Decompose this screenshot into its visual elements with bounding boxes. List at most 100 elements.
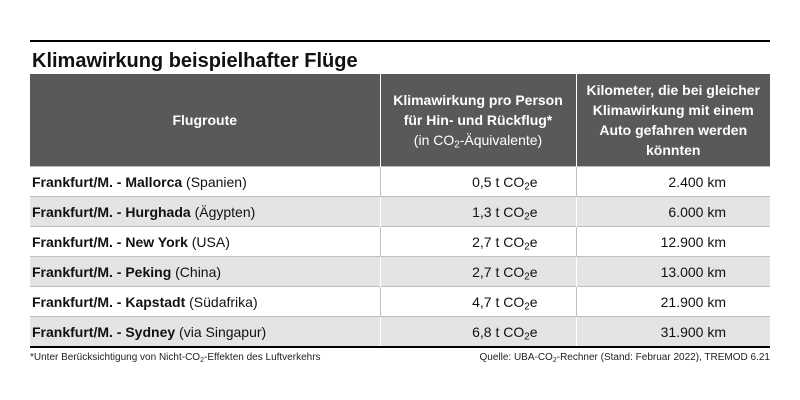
header-impact-unit-sub: 2 (454, 139, 460, 151)
table-row: Frankfurt/M. - Sydney (via Singapur) 6,8 … (30, 316, 770, 348)
impact-value: 2,7 (472, 263, 492, 280)
route-cell: Frankfurt/M. - Sydney (via Singapur) (30, 316, 380, 348)
route-origin: Frankfurt/M. - (32, 263, 126, 280)
km-value: 12.900 km (660, 233, 726, 250)
header-km: Kilometer, die bei gleicher Klimawirkung… (575, 74, 770, 167)
figure: Klimawirkung beispielhafter Flüge Flugro… (30, 40, 770, 364)
route-cell: Frankfurt/M. - New York (USA) (30, 226, 380, 257)
impact-unit-post: e (529, 233, 538, 250)
footer: *Unter Berücksichtigung von Nicht-CO2-Ef… (30, 348, 770, 364)
impact-unit-sub: 2 (524, 300, 530, 312)
impact-unit-pre: t CO (495, 263, 525, 280)
route-destination: Sydney (125, 323, 176, 340)
route-origin: Frankfurt/M. - (32, 233, 126, 250)
header-route: Flugroute (30, 74, 380, 167)
footnote-sub: 2 (200, 356, 204, 364)
km-value: 31.900 km (660, 323, 726, 340)
route-country: (Spanien) (186, 173, 247, 190)
route-country: (USA) (191, 233, 230, 250)
route-origin: Frankfurt/M. - (32, 173, 126, 190)
page-title: Klimawirkung beispielhafter Flüge (32, 50, 358, 72)
route-cell: Frankfurt/M. - Peking (China) (30, 256, 380, 287)
km-cell: 31.900 km (575, 316, 770, 348)
impact-value: 6,8 (472, 323, 492, 340)
km-cell: 6.000 km (575, 196, 770, 227)
table-row: Frankfurt/M. - Peking (China) 2,7 t CO2e 1… (30, 256, 770, 287)
impact-cell: 0,5 t CO2e (379, 166, 576, 197)
impact-unit: t CO2e (495, 233, 538, 252)
impact-unit-sub: 2 (524, 270, 530, 282)
header-impact-line2: für Hin- und Rückflug* (403, 112, 553, 128)
impact-unit-sub: 2 (524, 180, 530, 192)
impact-unit: t CO2e (495, 293, 538, 312)
source-post: -Rechner (Stand: Februar 2022), TREMOD 6… (556, 352, 770, 363)
route-cell: Frankfurt/M. - Mallorca (Spanien) (30, 166, 380, 197)
route-country: (Südafrika) (189, 293, 258, 310)
route-origin: Frankfurt/M. - (32, 323, 126, 340)
source-note: Quelle: UBA-CO2-Rechner (Stand: Februar … (479, 352, 770, 364)
impact-unit-post: e (529, 323, 538, 340)
impact-unit-pre: t CO (495, 233, 525, 250)
impact-unit: t CO2e (495, 323, 538, 342)
impact-unit-sub: 2 (524, 210, 530, 222)
km-value: 13.000 km (660, 263, 726, 280)
km-cell: 21.900 km (575, 286, 770, 317)
route-destination: New York (125, 233, 188, 250)
impact-cell: 4,7 t CO2e (379, 286, 576, 317)
route-country: (via Singapur) (179, 323, 267, 340)
header-km-label: Kilometer, die bei gleicher Klimawirkung… (586, 82, 760, 158)
table-row: Frankfurt/M. - Kapstadt (Südafrika) 4,7 t… (30, 286, 770, 317)
route-destination: Peking (125, 263, 172, 280)
impact-value: 1,3 (472, 203, 492, 220)
km-value: 6.000 km (668, 203, 726, 220)
impact-cell: 2,7 t CO2e (379, 226, 576, 257)
route-destination: Mallorca (125, 173, 183, 190)
table-row: Frankfurt/M. - New York (USA) 2,7 t CO2e 1… (30, 226, 770, 257)
header-impact-unit-post: -Äquivalente) (459, 132, 543, 148)
impact-value: 4,7 (472, 293, 492, 310)
km-cell: 13.000 km (575, 256, 770, 287)
source-pre: Quelle: UBA-CO (479, 352, 553, 363)
route-country: (Ägypten) (194, 203, 256, 220)
impact-value: 2,7 (472, 233, 492, 250)
header-impact-line3: (in CO2-Äquivalente) (413, 132, 543, 151)
header-impact-line1: Klimawirkung pro Person (393, 92, 563, 108)
footnote-post: -Effekten des Luftverkehrs (203, 352, 321, 363)
impact-unit: t CO2e (495, 173, 538, 192)
header-impact-unit-pre: (in CO (413, 132, 455, 148)
route-country: (China) (175, 263, 222, 280)
table-header-row: Flugroute Klimawirkung pro Person für Hi… (30, 74, 770, 167)
km-cell: 12.900 km (575, 226, 770, 257)
route-origin: Frankfurt/M. - (32, 293, 126, 310)
table-row: Frankfurt/M. - Hurghada (Ägypten) 1,3 t C… (30, 196, 770, 227)
impact-unit-post: e (529, 173, 538, 190)
impact-unit-post: e (529, 293, 538, 310)
impact-unit-sub: 2 (524, 330, 530, 342)
source-sub: 2 (552, 356, 557, 364)
route-cell: Frankfurt/M. - Hurghada (Ägypten) (30, 196, 380, 227)
km-value: 2.400 km (668, 173, 726, 190)
route-destination: Hurghada (125, 203, 191, 220)
impact-cell: 1,3 t CO2e (379, 196, 576, 227)
impact-unit-post: e (529, 263, 538, 280)
impact-cell: 6,8 t CO2e (379, 316, 576, 348)
route-destination: Kapstadt (125, 293, 186, 310)
impact-cell: 2,7 t CO2e (379, 256, 576, 287)
footnote: *Unter Berücksichtigung von Nicht-CO2-Ef… (30, 352, 321, 364)
impact-value: 0,5 (472, 173, 492, 190)
footnote-pre: *Unter Berücksichtigung von Nicht-CO (30, 352, 201, 363)
impact-unit-pre: t CO (495, 323, 525, 340)
impact-unit-pre: t CO (495, 203, 525, 220)
route-cell: Frankfurt/M. - Kapstadt (Südafrika) (30, 286, 380, 317)
km-value: 21.900 km (660, 293, 726, 310)
impact-unit-pre: t CO (495, 173, 525, 190)
impact-unit: t CO2e (495, 203, 538, 222)
top-rule (30, 40, 770, 42)
impact-unit-sub: 2 (524, 240, 530, 252)
flights-table: Flugroute Klimawirkung pro Person für Hi… (30, 74, 770, 348)
header-impact: Klimawirkung pro Person für Hin- und Rüc… (379, 74, 576, 167)
impact-unit: t CO2e (495, 263, 538, 282)
header-route-label: Flugroute (172, 112, 238, 128)
impact-unit-post: e (529, 203, 538, 220)
table-row: Frankfurt/M. - Mallorca (Spanien) 0,5 t C… (30, 166, 770, 197)
